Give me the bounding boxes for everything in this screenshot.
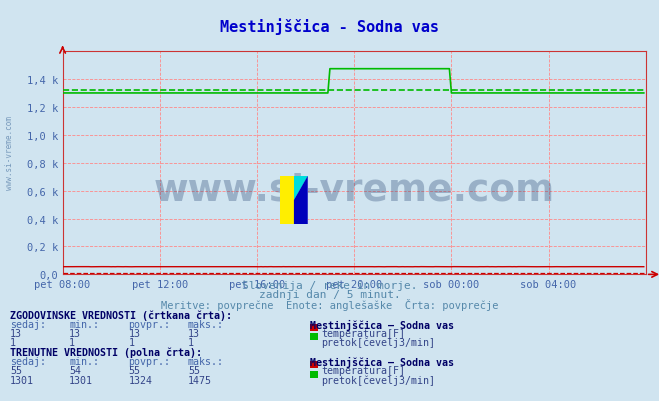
Text: Mestinjščica – Sodna vas: Mestinjščica – Sodna vas [310, 319, 454, 330]
Text: povpr.:: povpr.: [129, 356, 171, 367]
Text: 1: 1 [129, 337, 134, 347]
Text: maks.:: maks.: [188, 319, 224, 329]
Text: www.si-vreme.com: www.si-vreme.com [5, 115, 14, 189]
Text: 13: 13 [10, 328, 22, 338]
Text: TRENUTNE VREDNOSTI (polna črta):: TRENUTNE VREDNOSTI (polna črta): [10, 347, 202, 357]
Text: zadnji dan / 5 minut.: zadnji dan / 5 minut. [258, 290, 401, 300]
Text: www.si-vreme.com: www.si-vreme.com [154, 172, 555, 208]
Text: temperatura[F]: temperatura[F] [322, 365, 405, 375]
Text: 13: 13 [129, 328, 140, 338]
Text: 54: 54 [69, 365, 81, 375]
Polygon shape [280, 176, 294, 225]
Text: pretok[čevelj3/min]: pretok[čevelj3/min] [322, 375, 436, 385]
Text: maks.:: maks.: [188, 356, 224, 367]
Text: 1: 1 [10, 337, 16, 347]
Text: ZGODOVINSKE VREDNOSTI (črtkana črta):: ZGODOVINSKE VREDNOSTI (črtkana črta): [10, 310, 232, 320]
Text: 1: 1 [69, 337, 75, 347]
Text: 13: 13 [69, 328, 81, 338]
Text: 1324: 1324 [129, 375, 152, 385]
Text: Mestinjščica – Sodna vas: Mestinjščica – Sodna vas [310, 356, 454, 367]
Text: temperatura[F]: temperatura[F] [322, 328, 405, 338]
Text: 1301: 1301 [69, 375, 93, 385]
Text: 1301: 1301 [10, 375, 34, 385]
Text: 55: 55 [129, 365, 140, 375]
Text: Slovenija / reke in morje.: Slovenija / reke in morje. [242, 281, 417, 291]
Text: sedaj:: sedaj: [10, 319, 46, 329]
Text: pretok[čevelj3/min]: pretok[čevelj3/min] [322, 337, 436, 347]
Text: 1: 1 [188, 337, 194, 347]
Text: min.:: min.: [69, 356, 100, 367]
Text: 55: 55 [188, 365, 200, 375]
Text: Mestinjščica - Sodna vas: Mestinjščica - Sodna vas [220, 18, 439, 35]
Polygon shape [294, 176, 308, 225]
Text: 13: 13 [188, 328, 200, 338]
Text: Meritve: povprečne  Enote: anglešaške  Črta: povprečje: Meritve: povprečne Enote: anglešaške Črt… [161, 298, 498, 310]
Polygon shape [294, 176, 308, 200]
Text: povpr.:: povpr.: [129, 319, 171, 329]
Text: 1475: 1475 [188, 375, 212, 385]
Text: sedaj:: sedaj: [10, 356, 46, 367]
Text: 55: 55 [10, 365, 22, 375]
Text: min.:: min.: [69, 319, 100, 329]
